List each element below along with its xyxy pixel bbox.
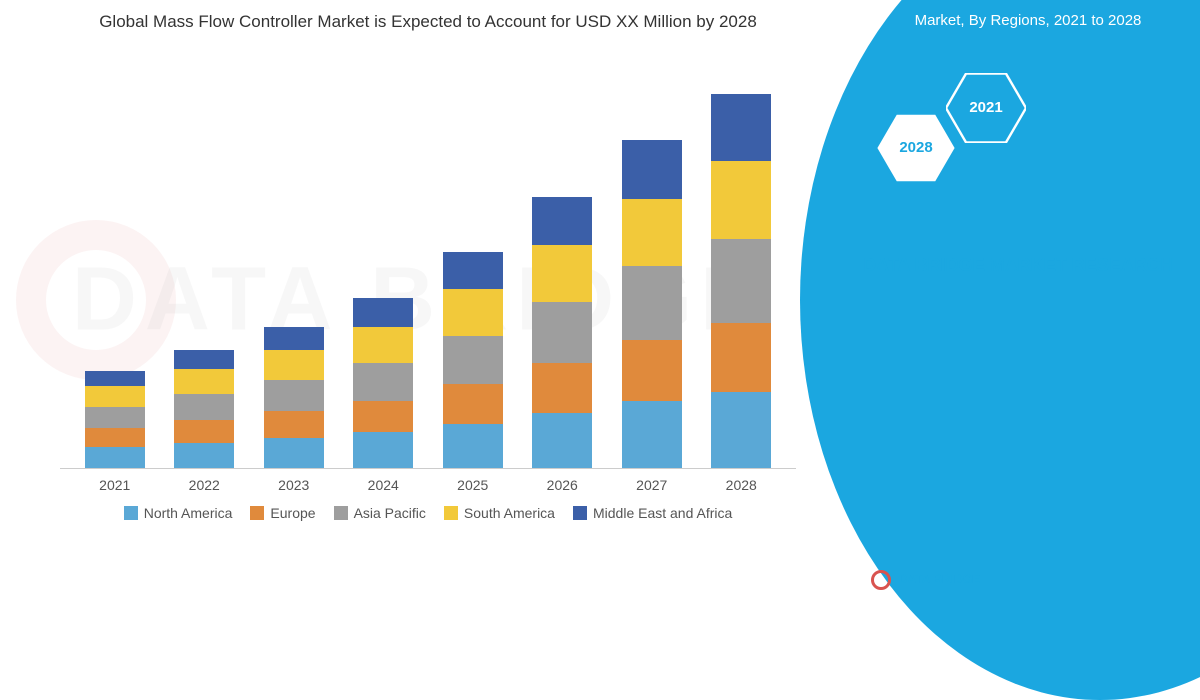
bar-segment [622, 401, 682, 468]
legend-swatch [250, 506, 264, 520]
bar-segment [532, 413, 592, 468]
x-axis-label: 2024 [353, 477, 413, 493]
legend-label: North America [144, 505, 233, 521]
bar-segment [264, 438, 324, 467]
bar-column [264, 327, 324, 468]
bar-segment [85, 407, 145, 428]
bar-segment [264, 350, 324, 379]
chart-area [60, 49, 796, 469]
legend-item: South America [444, 505, 555, 521]
bar-column [711, 94, 771, 468]
bar-segment [711, 239, 771, 323]
legend-swatch [573, 506, 587, 520]
hexagon-2028: 2028 [876, 113, 956, 183]
bar-column [532, 197, 592, 468]
bar-column [443, 252, 503, 468]
chart-title: Global Mass Flow Controller Market is Ex… [60, 10, 796, 34]
footer-logo: DATA BRIDGE [871, 570, 980, 590]
x-axis-label: 2022 [174, 477, 234, 493]
x-axis-label: 2026 [532, 477, 592, 493]
bar-segment [85, 386, 145, 407]
legend-item: North America [124, 505, 233, 521]
bar-segment [711, 94, 771, 161]
hexagon-2021: 2021 [946, 73, 1026, 143]
bar-segment [443, 384, 503, 424]
x-axis-label: 2023 [264, 477, 324, 493]
bar-segment [711, 323, 771, 392]
legend-item: Middle East and Africa [573, 505, 732, 521]
bar-segment [532, 302, 592, 363]
brand-text: DATA BRIDGE MARKET RESEARCH [836, 253, 1180, 278]
bar-segment [174, 394, 234, 419]
bar-column [85, 371, 145, 468]
x-axis-label: 2021 [85, 477, 145, 493]
bar-segment [532, 363, 592, 413]
x-axis-label: 2027 [622, 477, 682, 493]
chart-legend: North America Europe Asia Pacific South Ame… [60, 505, 796, 521]
chart-section: Global Mass Flow Controller Market is Ex… [0, 0, 816, 600]
bar-segment [443, 252, 503, 290]
hexagon-2028-label: 2028 [899, 139, 932, 156]
bar-segment [353, 401, 413, 433]
bar-segment [174, 420, 234, 443]
bar-segment [443, 424, 503, 468]
bar-segment [443, 336, 503, 384]
bar-column [353, 298, 413, 468]
bar-segment [264, 327, 324, 350]
legend-label: Middle East and Africa [593, 505, 732, 521]
x-axis-label: 2025 [443, 477, 503, 493]
bar-segment [264, 411, 324, 438]
right-panel-title: Market, By Regions, 2021 to 2028 [836, 10, 1180, 33]
bar-segment [532, 245, 592, 302]
bar-segment [622, 266, 682, 340]
legend-swatch [334, 506, 348, 520]
hexagon-group: 2028 2021 [846, 63, 1180, 203]
legend-swatch [124, 506, 138, 520]
bar-segment [353, 363, 413, 401]
bar-segment [85, 428, 145, 447]
bar-column [622, 140, 682, 468]
bar-segment [622, 140, 682, 199]
bar-segment [443, 289, 503, 335]
legend-label: Europe [270, 505, 315, 521]
legend-label: South America [464, 505, 555, 521]
hexagon-2021-label: 2021 [969, 99, 1002, 116]
bar-segment [622, 199, 682, 266]
right-content: Market, By Regions, 2021 to 2028 2028 20… [816, 0, 1200, 288]
x-axis-label: 2028 [711, 477, 771, 493]
footer-logo-icon [871, 570, 891, 590]
footer-logo-text: DATA BRIDGE [899, 573, 980, 586]
bar-segment [711, 161, 771, 239]
bar-segment [85, 447, 145, 468]
bar-segment [532, 197, 592, 245]
bar-segment [353, 327, 413, 363]
bar-segment [353, 298, 413, 327]
bar-segment [174, 443, 234, 468]
legend-swatch [444, 506, 458, 520]
right-panel: Market, By Regions, 2021 to 2028 2028 20… [816, 0, 1200, 600]
bar-segment [174, 350, 234, 369]
bar-segment [174, 369, 234, 394]
bar-column [174, 350, 234, 468]
legend-item: Asia Pacific [334, 505, 426, 521]
bar-segment [711, 392, 771, 468]
x-axis-labels: 2021 2022 2023 2024 2025 2026 2027 2028 [60, 469, 796, 493]
bar-segment [353, 432, 413, 468]
legend-label: Asia Pacific [354, 505, 426, 521]
main-container: Global Mass Flow Controller Market is Ex… [0, 0, 1200, 600]
bar-segment [85, 371, 145, 386]
legend-item: Europe [250, 505, 315, 521]
bar-segment [622, 340, 682, 401]
bar-segment [264, 380, 324, 412]
